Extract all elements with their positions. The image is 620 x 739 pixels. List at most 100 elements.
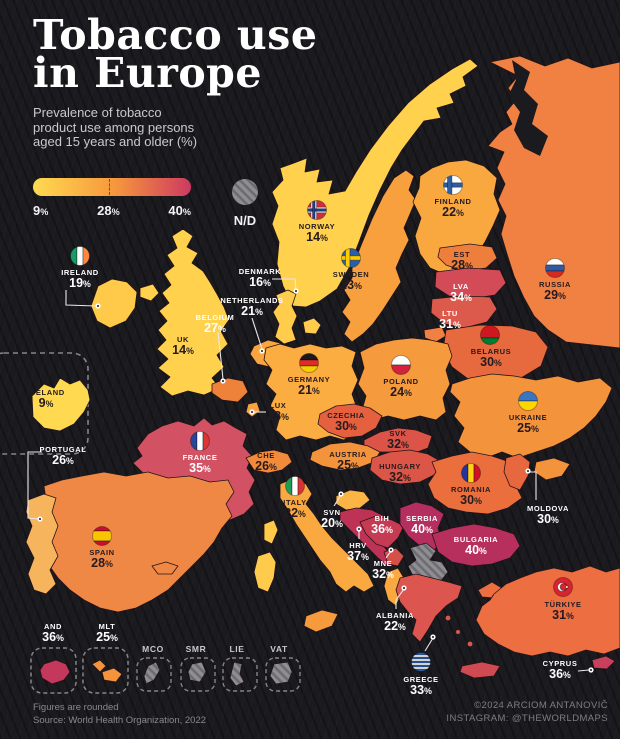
legend: 9% 28% 40% N/D [33, 178, 258, 228]
country-shape-italy [279, 477, 375, 593]
country-shape-czechia [317, 403, 383, 439]
label-switzerland: CHE 26% [255, 451, 277, 473]
country-shape-uk [156, 228, 230, 397]
monaco-box [136, 657, 172, 692]
norway-flag-icon [307, 200, 327, 220]
country-shape-cyprus [591, 655, 616, 670]
country-shape-san-marino [187, 661, 207, 683]
flags [70, 175, 573, 672]
label-finland: FINLAND 22% [434, 197, 472, 219]
greece-flag-icon [411, 652, 431, 672]
label-albania: ALBANIA 22% [376, 611, 414, 633]
page-title: Tobacco use in Europe [33, 11, 318, 97]
label-serbia: SERBIA 40% [406, 514, 438, 536]
label-belarus: BELARUS 30% [470, 347, 512, 369]
country-shape-greece [395, 573, 463, 643]
label-monaco: MCO [142, 644, 164, 654]
country-shape-bosnia [359, 515, 405, 549]
country-shape-slovenia [335, 489, 371, 511]
country-shape-liechtenstein [229, 661, 245, 687]
country-shape-latvia [434, 267, 507, 300]
country-shape-balearics [151, 561, 179, 575]
country-shape-ireland [90, 278, 138, 329]
label-sweden: SWEDEN 23% [332, 270, 370, 292]
label-russia: RUSSIA 29% [539, 280, 571, 302]
legend-mid-tick [109, 179, 110, 195]
france-flag-icon [190, 431, 210, 451]
country-shape-crimea [533, 457, 571, 481]
label-czechia: CZECHIA 30% [327, 411, 365, 433]
country-shape-norway [271, 58, 479, 308]
vatican-box [265, 657, 301, 692]
label-netherlands: NETHERLANDS 21% [220, 296, 284, 318]
country-shape-corsica [263, 519, 279, 545]
country-shape-sardinia [253, 551, 277, 593]
country-shape-monaco [143, 661, 161, 685]
turkiye-flag-icon [553, 577, 573, 597]
subtitle: Prevalence of tobacco product use among … [33, 105, 198, 149]
country-shape-sweden [341, 169, 417, 343]
label-lithuania: LTU 31% [439, 309, 461, 331]
ukraine-flag-icon [518, 391, 538, 411]
label-latvia: LVA 34% [450, 282, 472, 304]
label-luxembourg: LUX 23% [267, 401, 289, 423]
label-austria: AUSTRIA 25% [329, 450, 367, 472]
label-croatia: HRV 37% [347, 541, 369, 563]
country-shape-portugal [25, 493, 59, 595]
label-belgium: BELGIUM 27% [195, 313, 235, 335]
label-france: FRANCE 35% [182, 453, 218, 475]
finland-flag-icon [443, 175, 463, 195]
country-shape-spain [39, 471, 235, 613]
leader-lines [27, 278, 590, 672]
romania-flag-icon [461, 463, 481, 483]
country-shape-vatican [269, 661, 293, 685]
country-shape-andorra [39, 659, 71, 685]
label-moldova: MOLDOVA 30% [527, 504, 569, 526]
country-shape-belarus [442, 324, 549, 384]
country-shape-malta-gozo [91, 659, 107, 673]
spain-flag-icon [92, 526, 112, 546]
country-shape-north-macedonia-kosovo-nd [407, 542, 449, 585]
belarus-flag-icon [480, 325, 500, 345]
label-hungary: HUNGARY 32% [379, 462, 421, 484]
label-cyprus: CYPRUS 36% [542, 659, 578, 681]
header: Tobacco use in Europe Prevalence of toba… [33, 11, 318, 150]
aegean-island [445, 615, 451, 621]
country-shape-iceland [31, 377, 91, 432]
label-estonia: EST 28% [451, 250, 473, 272]
country-shape-denmark-isles [302, 317, 322, 335]
country-shape-belgium [211, 377, 249, 403]
label-vatican: VAT [270, 644, 288, 654]
leader-dot-centers [39, 290, 592, 671]
label-ukraine: UKRAINE 25% [508, 413, 548, 435]
country-shape-luxembourg [245, 401, 261, 418]
legend-min: 9% [33, 203, 49, 218]
label-poland: POLAND 24% [383, 377, 419, 399]
no-data-swatch [232, 179, 258, 205]
legend-mid: 28% [97, 203, 120, 218]
country-shape-turkiye [475, 565, 620, 657]
country-shape-bulgaria [431, 523, 521, 567]
country-shape-kaliningrad [423, 326, 447, 343]
malta-box [82, 647, 129, 694]
label-denmark: DENMARK 16% [238, 267, 282, 289]
label-montenegro: MNE 32% [372, 559, 394, 581]
germany-flag-icon [299, 353, 319, 373]
country-shape-crete [459, 661, 501, 679]
country-shape-montenegro [383, 547, 405, 567]
label-norway: NORWAY 14% [298, 222, 336, 244]
aegean-island [467, 641, 473, 647]
no-data-label: N/D [233, 213, 257, 228]
country-shape-romania [427, 451, 523, 515]
russia-flag-icon [545, 258, 565, 278]
italy-flag-icon [285, 476, 305, 496]
label-romania: ROMANIA 30% [450, 485, 492, 507]
country-shape-ukraine [449, 373, 613, 459]
label-iceland: ICELAND 9% [27, 388, 65, 410]
credit-note: ©2024 ARCIOM ANTANOVIČ INSTAGRAM: @THEWO… [446, 700, 608, 724]
label-italy: ITALY 22% [283, 498, 307, 520]
liechtenstein-box [222, 657, 258, 692]
label-san-marino: SMR [185, 644, 207, 654]
